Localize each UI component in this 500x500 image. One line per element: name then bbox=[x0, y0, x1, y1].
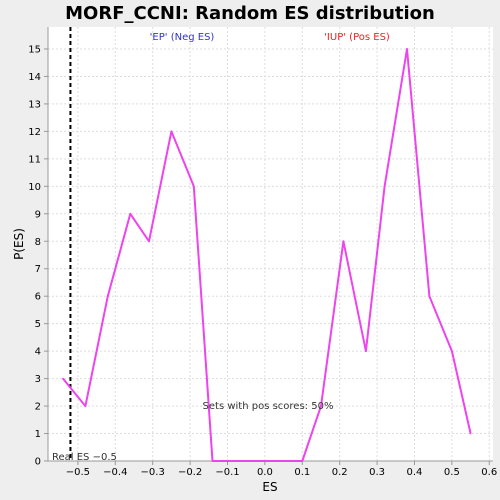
plot-area bbox=[48, 27, 493, 461]
y-tick-label: 0 bbox=[35, 457, 41, 468]
series-point bbox=[129, 212, 132, 215]
y-tick-label: 12 bbox=[28, 127, 41, 138]
x-tick-label: 0.3 bbox=[369, 467, 385, 478]
y-tick-label: 1 bbox=[35, 429, 41, 440]
series-point bbox=[469, 432, 472, 435]
y-tick-label: 6 bbox=[35, 292, 41, 303]
series-point bbox=[84, 405, 87, 407]
series-point bbox=[193, 185, 195, 188]
x-tick-label: −0.3 bbox=[141, 467, 165, 478]
y-tick-label: 8 bbox=[35, 237, 41, 248]
x-tick-label: −0.1 bbox=[215, 467, 239, 478]
y-tick-label: 4 bbox=[35, 347, 41, 358]
x-ticks: −0.5 −0.4 −0.3 −0.2 −0.1 0.0 0.1 0.2 0.3 0.4 0.5 0.… bbox=[66, 461, 497, 478]
series-point bbox=[406, 48, 408, 50]
x-tick-label: −0.4 bbox=[103, 467, 127, 478]
series-point bbox=[342, 240, 345, 243]
y-tick-label: 9 bbox=[35, 209, 41, 220]
series-point bbox=[383, 185, 386, 188]
chart-title: MORF_CCNI: Random ES distribution bbox=[65, 3, 435, 24]
series bbox=[62, 48, 472, 462]
series-point bbox=[62, 377, 64, 380]
series-point bbox=[279, 460, 281, 462]
x-tick-label: 0.6 bbox=[481, 467, 497, 478]
series-point bbox=[107, 295, 109, 297]
y-tick-label: 2 bbox=[35, 402, 41, 413]
series-point bbox=[428, 295, 431, 297]
y-tick-label: 14 bbox=[28, 72, 41, 83]
series-point bbox=[148, 240, 150, 243]
neg-es-annotation: 'EP' (Neg ES) bbox=[150, 32, 215, 43]
y-tick-label: 15 bbox=[28, 44, 41, 55]
x-tick-label: 0.4 bbox=[407, 467, 423, 478]
x-tick-label: 0.2 bbox=[332, 467, 348, 478]
y-tick-label: 11 bbox=[28, 154, 41, 165]
series-point bbox=[170, 130, 173, 133]
pos-es-annotation: 'IUP' (Pos ES) bbox=[324, 32, 390, 43]
series-point bbox=[451, 350, 453, 352]
y-tick-label: 3 bbox=[35, 374, 41, 385]
x-tick-label: 0.0 bbox=[257, 467, 273, 478]
x-tick-label: 0.1 bbox=[294, 467, 310, 478]
x-tick-label: −0.5 bbox=[66, 467, 90, 478]
x-axis-label: ES bbox=[262, 480, 277, 494]
series-point bbox=[365, 350, 367, 352]
y-tick-label: 10 bbox=[28, 182, 41, 193]
x-tick-label: −0.2 bbox=[178, 467, 202, 478]
series-point bbox=[256, 460, 259, 462]
pos-scores-annotation: Sets with pos scores: 50% bbox=[203, 401, 334, 412]
grid-lines bbox=[48, 27, 493, 462]
y-tick-label: 7 bbox=[35, 264, 41, 275]
y-axis-label: P(ES) bbox=[12, 228, 26, 260]
series-point bbox=[234, 460, 236, 462]
real-es-label: Real ES −0.5 bbox=[52, 452, 117, 463]
series-point bbox=[301, 460, 304, 462]
series-point bbox=[320, 405, 322, 407]
y-tick-label: 5 bbox=[35, 319, 41, 330]
series-line bbox=[62, 48, 472, 462]
series-point bbox=[211, 460, 214, 462]
x-tick-label: 0.5 bbox=[444, 467, 460, 478]
y-tick-label: 13 bbox=[28, 99, 41, 110]
